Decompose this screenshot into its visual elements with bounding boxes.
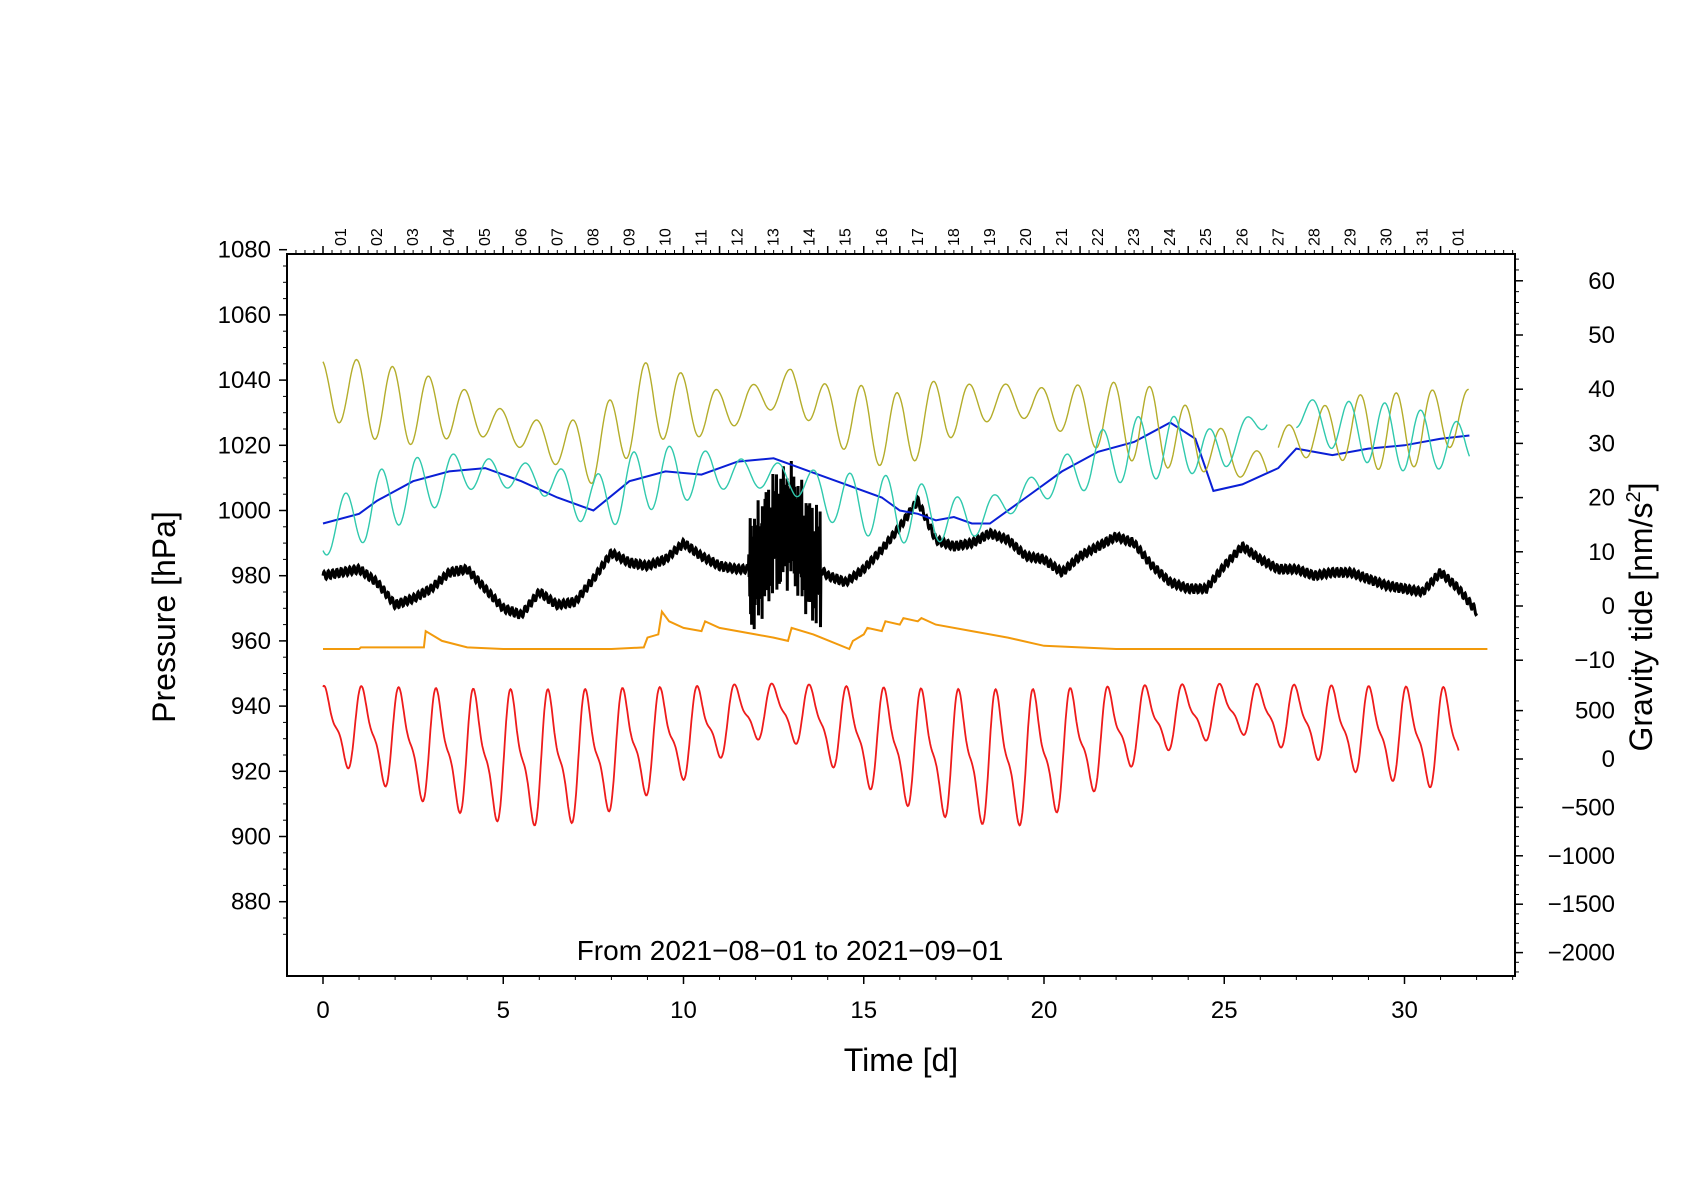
y-left-axis: 880 900 920 940 960 980 1000 1020 1040 1060 1080 xyxy=(218,237,287,935)
day-label: 01 xyxy=(333,228,350,246)
y-left-tick-label: 960 xyxy=(231,628,271,655)
day-label: 29 xyxy=(1342,228,1359,246)
day-label: 23 xyxy=(1126,228,1143,246)
day-label: 21 xyxy=(1054,228,1071,246)
day-label: 18 xyxy=(946,228,963,246)
y-left-tick-label: 920 xyxy=(231,758,271,785)
y-right-axis-title-main: Gravity tide [nm/s xyxy=(1623,503,1659,752)
day-label: 30 xyxy=(1378,228,1395,246)
y-left-tick-label: 980 xyxy=(231,563,271,590)
day-label: 01 xyxy=(1451,228,1468,246)
x-tick-label: 30 xyxy=(1391,997,1418,1024)
y-right-tick-label: 0 xyxy=(1602,593,1615,620)
x-tick-label: 5 xyxy=(497,997,510,1024)
y-left-tick-label: 900 xyxy=(231,824,271,851)
series-line-gravity-tide xyxy=(322,682,1460,827)
y-right-tick-label: 0 xyxy=(1602,746,1615,773)
series-line-teal xyxy=(322,415,1268,556)
day-label: 22 xyxy=(1090,228,1107,246)
day-label: 04 xyxy=(441,228,458,246)
x-tick-label: 15 xyxy=(850,997,877,1024)
y-right-tick-label: 30 xyxy=(1588,430,1615,457)
day-label: 25 xyxy=(1198,228,1215,246)
y-right-tick-label: 40 xyxy=(1588,376,1615,403)
day-label: 19 xyxy=(982,228,999,246)
x-axis-title: Time [d] xyxy=(844,1042,958,1078)
day-label: 17 xyxy=(910,228,927,246)
date-range-annotation: From 2021−08−01 to 2021−09−01 xyxy=(577,935,1004,966)
day-label: 05 xyxy=(477,228,494,246)
day-label: 15 xyxy=(838,228,855,246)
series-line-pressure-blue xyxy=(322,421,1470,525)
x-tick-label: 10 xyxy=(670,997,697,1024)
day-label: 16 xyxy=(874,228,891,246)
day-label: 09 xyxy=(621,228,638,246)
y-left-tick-label: 1000 xyxy=(218,498,271,525)
day-label: 12 xyxy=(730,228,747,246)
series-line-orange xyxy=(323,609,1488,651)
x-tick-label: 25 xyxy=(1211,997,1238,1024)
day-label: 31 xyxy=(1415,228,1432,246)
day-label: 06 xyxy=(513,228,530,246)
day-label: 08 xyxy=(585,228,602,246)
day-label: 07 xyxy=(549,228,566,246)
series-line-olive-2 xyxy=(1277,388,1469,470)
day-label: 27 xyxy=(1270,228,1287,246)
y-left-tick-label: 1040 xyxy=(218,367,271,394)
y-right-tick-label: −10 xyxy=(1574,647,1615,674)
y-right-tick-label: −500 xyxy=(1561,794,1615,821)
y-left-axis-title: Pressure [hPa] xyxy=(146,511,182,723)
series-line-olive xyxy=(322,358,1268,485)
day-label: 10 xyxy=(657,228,674,246)
y-left-tick-label: 940 xyxy=(231,693,271,720)
plot-frame xyxy=(286,253,1516,977)
y-left-tick-label: 880 xyxy=(231,889,271,916)
y-right-tick-label: 10 xyxy=(1588,539,1615,566)
x-tick-label: 0 xyxy=(316,997,329,1024)
y-right-tick-label: 20 xyxy=(1588,485,1615,512)
day-label: 11 xyxy=(694,229,711,246)
y-right-axis-title-sup: 2 xyxy=(1623,491,1645,502)
series-line-teal-2 xyxy=(1296,399,1471,472)
day-label: 02 xyxy=(369,228,386,246)
y-right-tick-label: −1500 xyxy=(1548,891,1615,918)
day-label: 20 xyxy=(1018,228,1035,246)
day-label: 28 xyxy=(1306,228,1323,246)
x-axis: 0 5 10 15 20 25 30 xyxy=(316,976,1514,1024)
y-right-tick-label: −2000 xyxy=(1548,940,1615,967)
series-line-pressure xyxy=(321,460,1479,630)
y-right-tick-label: 60 xyxy=(1588,268,1615,295)
y-right-axis-title: Gravity tide [nm/s2] xyxy=(1623,483,1659,752)
y-left-tick-label: 1020 xyxy=(218,432,271,459)
y-right-axis-title-suffix: ] xyxy=(1623,483,1659,492)
day-label: 03 xyxy=(405,228,422,246)
day-label: 13 xyxy=(766,228,783,246)
y-right-axis: −10 0 10 20 30 40 50 60 −2000 −1500 −1000 −500 0 500 xyxy=(1515,258,1615,973)
x-tick-label: 20 xyxy=(1031,997,1058,1024)
day-label: 26 xyxy=(1234,228,1251,246)
day-label: 14 xyxy=(802,228,819,246)
y-right-tick-label: 50 xyxy=(1588,322,1615,349)
day-label: 24 xyxy=(1162,228,1179,246)
y-right-tick-label: −1000 xyxy=(1548,843,1615,870)
series-layer xyxy=(321,358,1488,827)
y-left-tick-label: 1060 xyxy=(218,302,271,329)
y-left-tick-label: 1080 xyxy=(218,237,271,264)
day-axis: 01 02 03 04 05 06 07 08 09 10 11 12 13 14 15 16 17 18 19 20… xyxy=(295,228,1514,254)
y-right-tick-label: 500 xyxy=(1575,698,1615,725)
